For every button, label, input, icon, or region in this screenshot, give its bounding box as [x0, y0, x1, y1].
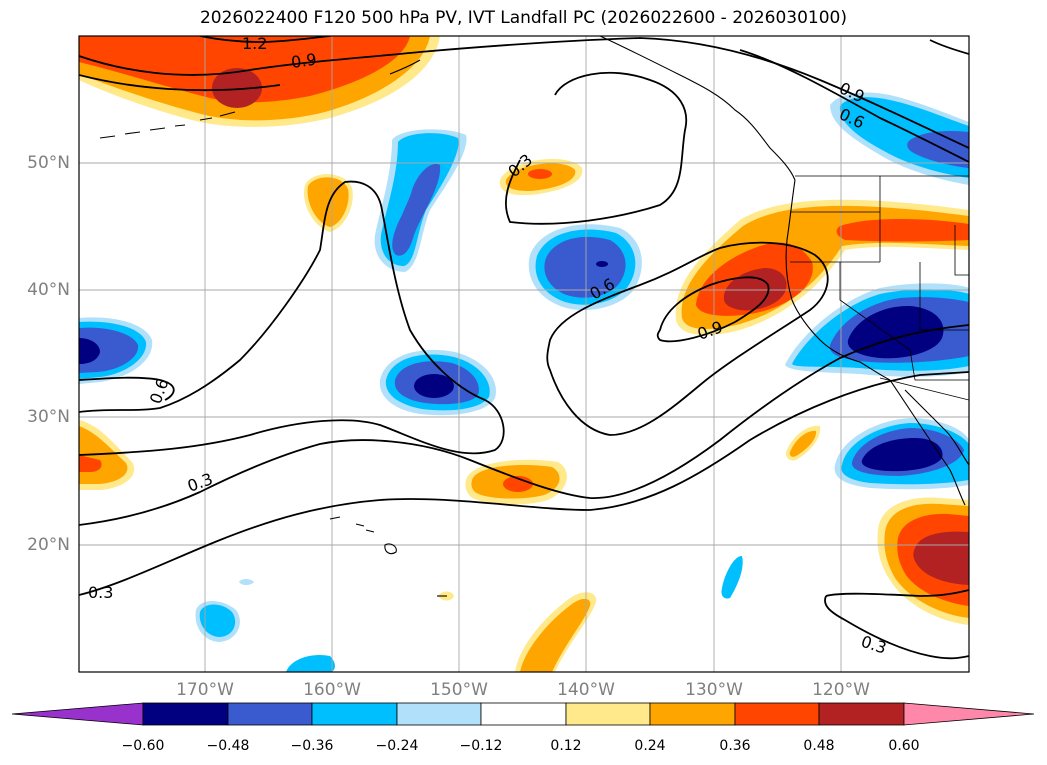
lat-label: 50°N	[27, 153, 70, 173]
pv-fill-ring-blue	[544, 236, 626, 298]
map-frame	[78, 35, 970, 673]
pv-fill-nw-darkred	[212, 68, 262, 108]
coast-baja-inner	[904, 389, 969, 466]
colorbar	[11, 702, 1035, 726]
pv-fill-tiny-cyan	[239, 579, 254, 585]
colorbar-tick-label: 0.36	[719, 738, 751, 754]
colorbar-cell	[818, 702, 905, 726]
coast-aleutians	[99, 111, 236, 139]
contour-0-3-lower	[79, 371, 969, 596]
pv-negative-fills	[79, 92, 969, 672]
pv-fill-coast-red-east	[836, 219, 969, 242]
borders	[790, 175, 969, 401]
pc-contours	[79, 36, 969, 660]
colorbar-tick-label: 0.24	[634, 738, 666, 754]
border-nv-ut	[919, 262, 969, 331]
pv-fill-small-red-2	[528, 169, 552, 179]
border-az	[909, 349, 969, 381]
pv-fill-mid-navy	[414, 374, 454, 398]
pv-fill-small-orange-1b	[307, 177, 349, 227]
lon-label: 140°W	[557, 680, 615, 700]
pv-fill-ring-navy	[596, 261, 608, 267]
coast-baja	[889, 379, 966, 506]
border-mexico	[879, 377, 969, 401]
contour-0-3-south	[824, 589, 969, 660]
contour-0-3-mid	[79, 324, 969, 526]
colorbar-cell	[396, 702, 482, 726]
map-content: 1.2 0.9 0.9 0.6 0.3 0.6 0.9 0.6 0.3 0.3 …	[79, 34, 969, 672]
lon-label: 150°W	[430, 680, 488, 700]
contour-0-3-north-loop	[505, 71, 688, 225]
coast-us-west	[785, 179, 891, 381]
pv-fill-central-red	[503, 476, 533, 492]
pv-fill-left-navy	[79, 338, 100, 364]
colorbar-cell	[311, 702, 398, 726]
map-title: 2026022400 F120 500 hPa PV, IVT Landfall…	[199, 8, 847, 28]
coastlines	[99, 36, 969, 597]
contour-1-2	[199, 36, 331, 43]
contour-0-6-coast	[546, 241, 829, 436]
colorbar-tick-label: 0.12	[550, 738, 582, 754]
colorbar-tick-label: −0.24	[375, 738, 419, 754]
lat-label: 30°N	[27, 407, 70, 427]
lon-label: 170°W	[176, 680, 234, 700]
contour-0-6-lower	[79, 376, 175, 401]
pv-fill-sw-cyan	[199, 604, 236, 637]
lon-label: 130°W	[685, 680, 743, 700]
gridlines	[79, 36, 969, 672]
coast-islands-nw	[389, 59, 421, 75]
colorbar-cell	[565, 702, 651, 726]
coast-alaska-bc	[599, 36, 796, 181]
contour-0-3-big	[79, 180, 505, 456]
contour-0-6-ne	[739, 49, 969, 163]
colorbar-extend-min	[11, 702, 144, 726]
colorbar-cell	[649, 702, 736, 726]
contour-0-9-coast	[656, 276, 770, 343]
contour-0-9-nw	[79, 74, 281, 92]
contour-0-9-ne	[929, 39, 969, 55]
contour-label: 0.9	[290, 50, 318, 72]
colorbar-extend-max	[903, 702, 1035, 726]
colorbar-tick-label: −0.36	[290, 738, 334, 754]
lat-label: 20°N	[27, 535, 70, 555]
pv-fill-streak-cyan	[721, 555, 743, 599]
colorbar-tick-label: −0.12	[459, 738, 503, 754]
pv-fill-bottom-cyan	[286, 654, 335, 672]
colorbar-tick-label: −0.48	[206, 738, 250, 754]
pv-fill-south-orange	[520, 598, 591, 672]
colorbar-cell	[142, 702, 229, 726]
colorbar-cell	[227, 702, 313, 726]
contour-label: 0.3	[88, 583, 113, 602]
pv-fill-vert-blue	[392, 163, 441, 256]
pv-fill-se2-navy	[861, 438, 943, 472]
colorbar-tick-label: 0.60	[888, 738, 920, 754]
contour-label: 1.2	[242, 34, 267, 53]
lon-label: 120°W	[812, 680, 870, 700]
pv-fill-west-edge-c	[79, 455, 102, 472]
border-nv	[839, 262, 911, 351]
lon-label: 160°W	[303, 680, 361, 700]
colorbar-tick-label: −0.60	[121, 738, 165, 754]
colorbar-tick-label: 0.48	[803, 738, 835, 754]
pv-fill-left-blue	[79, 327, 139, 373]
contour-0-9-north	[79, 37, 969, 149]
colorbar-cell	[734, 702, 820, 726]
colorbar-cell	[480, 702, 567, 726]
pv-fill-small-orange-3b	[789, 430, 817, 457]
coast-hawaii-1	[329, 516, 397, 555]
border-east	[954, 225, 969, 276]
lat-label: 40°N	[27, 280, 70, 300]
